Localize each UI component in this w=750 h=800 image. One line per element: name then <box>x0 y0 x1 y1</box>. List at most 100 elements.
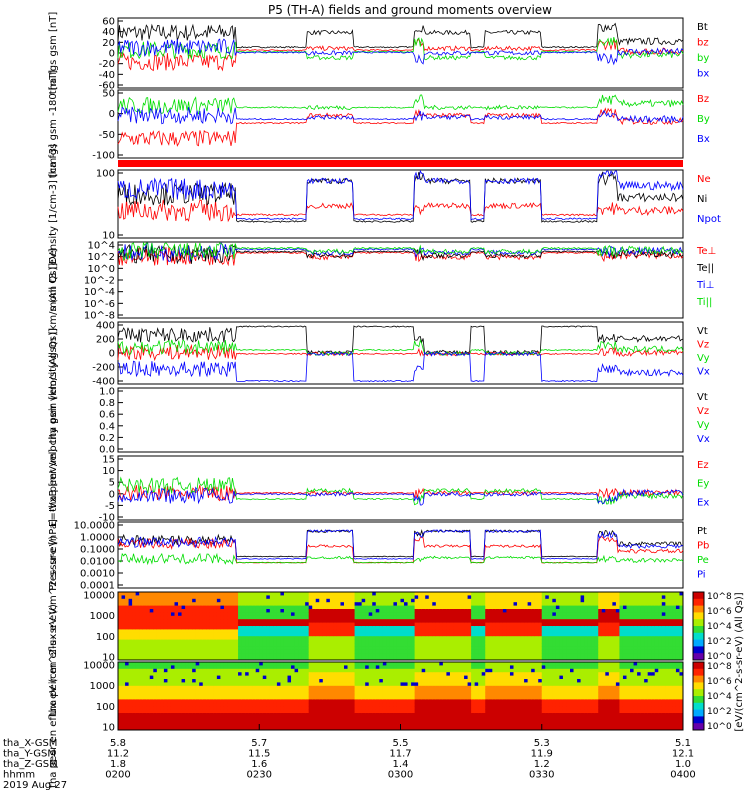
spectrogram-cell <box>598 626 603 630</box>
spectrogram-cell <box>439 649 444 654</box>
spectrogram-cell <box>276 605 281 610</box>
spectrogram-cell <box>220 696 225 700</box>
spectrogram-cell <box>308 602 313 607</box>
spectrogram-cell <box>347 702 352 707</box>
spectrogram-cell <box>594 615 599 620</box>
spectrogram-cell <box>326 709 331 714</box>
spectrogram-cell <box>280 706 285 711</box>
spectrogram-cell <box>393 702 398 707</box>
spectrogram-cell <box>598 629 603 634</box>
spectrogram-cell <box>231 716 236 721</box>
spectrogram-cell <box>142 595 147 600</box>
spectrogram-cell <box>199 592 204 596</box>
spectrogram-cell <box>499 629 504 634</box>
spectrogram-cell <box>287 612 292 617</box>
spectrogram-cell <box>326 716 331 721</box>
spectrogram-cell <box>633 592 638 596</box>
spectrogram-cell <box>298 668 303 673</box>
spectrogram-cell <box>464 619 469 624</box>
spectrogram-cell <box>598 619 603 624</box>
spectrogram-cell <box>457 636 462 641</box>
spectrogram-cell <box>276 665 281 670</box>
spectrogram-cell <box>372 706 377 711</box>
spectrogram-cell <box>301 656 306 661</box>
spectrogram-cell <box>464 592 469 596</box>
spectrogram-cell <box>336 615 341 620</box>
spectrogram-cell <box>591 622 596 627</box>
spectrogram-cell <box>333 629 338 634</box>
spectrogram-cell <box>368 622 373 627</box>
spectrogram-cell <box>283 612 288 617</box>
spectrogram-cell <box>312 595 317 600</box>
spectrogram-cell <box>294 696 299 700</box>
spectrogram-cell <box>202 716 207 721</box>
spectrogram-cell <box>308 689 313 694</box>
spectrogram-cell <box>252 709 257 714</box>
spectrogram-cell <box>372 699 377 704</box>
spectrogram-cell <box>640 629 645 634</box>
spectrogram-cell <box>305 612 310 617</box>
spectrogram-cell <box>584 595 589 600</box>
spectrogram-cell <box>393 689 398 694</box>
spectrogram-cell <box>298 685 303 690</box>
spectrogram-cell <box>234 619 239 624</box>
spectrogram-cell <box>608 602 613 607</box>
spectrogram-cell <box>393 685 398 690</box>
spectrogram-cell <box>248 619 253 624</box>
spectrogram-cell <box>206 672 211 677</box>
spectrogram-cell <box>308 626 313 630</box>
spectrogram-cell <box>414 612 419 617</box>
spectrogram-cell <box>591 649 596 654</box>
spectrogram-cell <box>266 615 271 620</box>
spectrogram-cell <box>630 643 635 647</box>
spectrogram-cell <box>379 609 384 613</box>
spectrogram-cell <box>121 602 126 607</box>
spectrogram-cell <box>517 632 522 637</box>
spectrogram-cell <box>386 672 391 677</box>
spectrogram-cell <box>287 609 292 613</box>
spectrogram-cell <box>291 622 296 627</box>
y-tick-label: 400 <box>96 321 115 332</box>
spectrogram-cell <box>375 639 380 644</box>
spectrogram-cell <box>495 615 500 620</box>
spectrogram-cell <box>622 626 627 630</box>
spectrogram-cell <box>125 662 130 666</box>
spectrogram-cell <box>502 653 507 658</box>
spectrogram-cell <box>336 632 341 637</box>
spectrogram-cell <box>312 649 317 654</box>
spectrogram-cell <box>273 672 278 677</box>
spectrogram-cell <box>517 595 522 600</box>
spectrogram-cell <box>531 622 536 627</box>
spectrogram-cell <box>570 632 575 637</box>
spectrogram-cell <box>216 665 221 670</box>
spectrogram-cell <box>259 692 264 697</box>
spectrogram-cell <box>354 602 359 607</box>
spectrogram-cell <box>358 592 363 596</box>
spectrogram-cell <box>506 636 511 641</box>
spectrogram-cell <box>326 706 331 711</box>
spectrogram-cell <box>266 709 271 714</box>
spectrogram-cell <box>393 643 398 647</box>
spectrogram-cell <box>552 643 557 647</box>
spectrogram-cell <box>442 632 447 637</box>
spectrogram-cell <box>266 679 271 683</box>
spectrogram-cell <box>619 636 624 641</box>
spectrogram-cell <box>552 656 557 661</box>
spectrogram-cell <box>192 668 197 673</box>
spectrogram-cell <box>601 653 606 658</box>
spectrogram-cell <box>245 696 250 700</box>
spectrogram-cell <box>531 643 536 647</box>
spectrogram-cell <box>132 629 137 634</box>
spectrogram-cell <box>163 653 168 658</box>
spectrogram-cell <box>305 662 310 666</box>
spectrogram-cell <box>541 646 546 651</box>
spectrogram-cell <box>238 699 243 704</box>
spectrogram-cell <box>149 702 154 707</box>
spectrogram-cell <box>308 629 313 634</box>
spectrogram-cell <box>319 629 324 634</box>
spectrogram-cell <box>252 726 257 731</box>
spectrogram-cell <box>435 629 440 634</box>
spectrogram-cell <box>351 646 356 651</box>
spectrogram-cell <box>156 719 161 724</box>
spectrogram-cell <box>280 672 285 677</box>
